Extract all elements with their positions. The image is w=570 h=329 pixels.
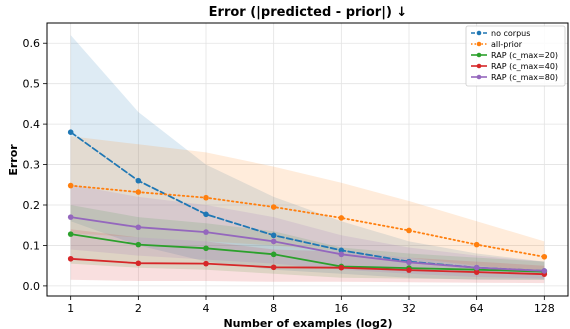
series-line <box>69 184 546 258</box>
data-point <box>338 215 345 221</box>
series-line <box>69 216 546 272</box>
x-tick-label: 128 <box>534 302 555 315</box>
y-tick-label: 0.0 <box>23 280 41 293</box>
y-axis-ticks: 0.0 0.1 0.2 0.3 0.4 0.5 0.6 <box>23 37 47 293</box>
data-point <box>135 224 142 231</box>
data-point <box>270 238 277 245</box>
x-tick-label: 4 <box>203 302 210 315</box>
data-point <box>135 241 142 248</box>
legend-marker <box>476 41 482 47</box>
error-band <box>70 229 545 284</box>
data-point <box>67 129 74 135</box>
data-point <box>270 264 277 271</box>
x-axis-label: Number of examples (log2) <box>223 317 392 329</box>
y-tick-label: 0.6 <box>23 37 41 50</box>
data-point <box>67 255 74 262</box>
y-tick-label: 0.4 <box>23 118 41 131</box>
data-point <box>270 251 277 258</box>
x-tick-label: 1 <box>67 302 74 315</box>
x-axis-ticks: 1 2 4 8 16 32 64 128 <box>67 296 555 315</box>
data-point <box>338 247 345 254</box>
data-point <box>135 189 142 195</box>
y-tick-label: 0.2 <box>23 199 41 212</box>
x-tick-label: 8 <box>270 302 277 315</box>
legend-label: RAP (c_max=40) <box>491 62 558 71</box>
x-tick-label: 32 <box>402 302 416 315</box>
y-tick-label: 0.5 <box>23 78 41 91</box>
legend-marker <box>476 30 482 36</box>
data-point <box>135 260 142 267</box>
data-point <box>203 229 209 235</box>
series-markers <box>67 129 548 277</box>
error-band <box>70 35 545 280</box>
data-point <box>406 267 412 273</box>
error-band <box>70 184 545 279</box>
data-point <box>203 260 209 267</box>
data-point <box>338 251 345 258</box>
y-axis-label: Error <box>7 144 20 176</box>
data-point <box>67 182 74 189</box>
series-line <box>69 233 546 273</box>
x-tick-label: 64 <box>470 302 484 315</box>
x-tick-label: 16 <box>334 302 348 315</box>
data-point <box>67 214 74 220</box>
y-tick-label: 0.1 <box>23 239 41 252</box>
series-line <box>69 257 546 276</box>
legend-label: RAP (c_max=80) <box>491 73 558 82</box>
legend-label: all-prior <box>491 40 523 49</box>
error-band <box>70 136 545 272</box>
data-point <box>541 268 548 274</box>
x-tick-label: 2 <box>135 302 142 315</box>
legend-marker <box>476 52 482 58</box>
legend-marker <box>476 63 482 69</box>
data-point <box>473 241 480 248</box>
plot-frame <box>46 22 569 297</box>
data-point <box>270 204 277 210</box>
legend-marker <box>476 74 482 80</box>
chart-title: Error (|predicted - prior|) ↓ <box>209 5 408 20</box>
data-point <box>473 269 480 275</box>
data-point <box>203 194 209 201</box>
legend-label: RAP (c_max=20) <box>491 51 558 60</box>
data-point <box>338 264 345 271</box>
legend-box <box>465 25 566 87</box>
data-point <box>203 245 209 252</box>
data-point <box>135 177 142 184</box>
y-tick-label: 0.3 <box>23 159 41 172</box>
data-point <box>406 259 412 266</box>
data-point <box>203 211 209 218</box>
data-point <box>473 264 480 271</box>
data-point <box>541 253 548 260</box>
legend-label: no corpus <box>491 29 530 38</box>
data-point <box>406 227 412 234</box>
legend: no corpus all-prior RAP (c_max=20) RAP (c_m… <box>465 25 566 87</box>
data-point <box>67 231 74 237</box>
error-bands <box>70 35 545 284</box>
data-point <box>270 232 277 239</box>
series-lines <box>69 131 546 276</box>
